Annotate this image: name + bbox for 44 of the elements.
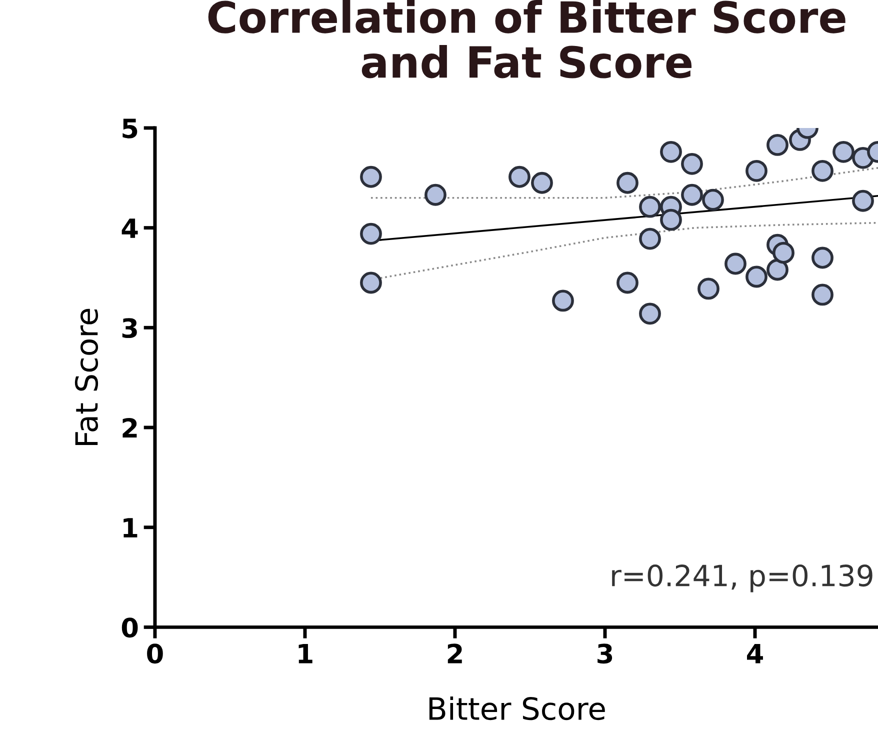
annotation: r=0.241, p=0.139 [612, 564, 872, 592]
point [360, 222, 382, 245]
point [812, 284, 834, 306]
point [639, 228, 661, 250]
point [772, 242, 794, 264]
x-axis-title: Bitter Score [429, 696, 605, 720]
point [508, 166, 530, 188]
y-tick-label: 0 [122, 618, 138, 638]
y-tick-label: 5 [122, 118, 138, 138]
point [616, 272, 638, 294]
y-tick-label: 2 [122, 418, 137, 438]
y-tick-label: 1 [124, 518, 138, 538]
point [852, 190, 874, 212]
point [360, 272, 382, 294]
x-tick-label: 1 [298, 644, 312, 664]
chart-title: Correlation of Bitter Score and Fat Score [208, 0, 846, 78]
point [746, 160, 768, 182]
x-tick-label: 0 [147, 644, 163, 664]
point [681, 184, 703, 206]
point [724, 252, 746, 275]
y-axis-title: Fat Score [74, 308, 98, 445]
point [424, 184, 446, 206]
y-tick-label: 4 [122, 218, 138, 238]
point [639, 302, 661, 325]
x-tick-label: 3 [598, 644, 612, 664]
point [660, 140, 682, 163]
point [746, 266, 768, 288]
point [616, 172, 638, 194]
point [698, 278, 720, 300]
x-tick-label: 4 [747, 644, 763, 664]
point [702, 188, 724, 211]
point [812, 246, 834, 269]
x-tick-label: 2 [448, 644, 462, 664]
point [360, 166, 382, 188]
point [832, 140, 854, 163]
point [639, 196, 661, 218]
y-tick-label: 3 [122, 318, 137, 338]
point [681, 152, 703, 175]
point [766, 134, 788, 156]
point [552, 290, 574, 312]
point [531, 172, 553, 194]
point [812, 160, 834, 182]
point [766, 258, 788, 281]
point [660, 208, 682, 231]
